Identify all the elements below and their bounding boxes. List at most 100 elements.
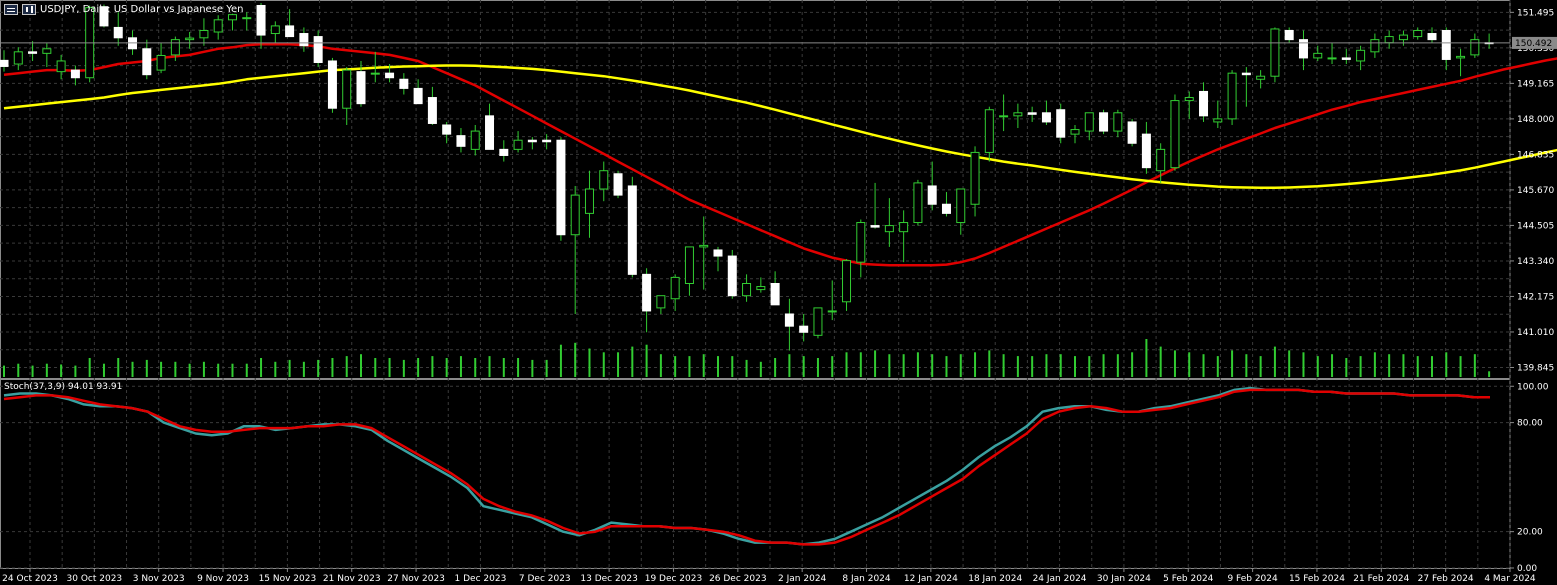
candle-body <box>399 78 409 89</box>
candle <box>1370 33 1380 58</box>
candle <box>770 271 780 306</box>
menu-icon[interactable] <box>4 4 18 15</box>
candle-body <box>185 37 195 41</box>
candle <box>256 3 266 49</box>
candle-body <box>28 51 38 54</box>
candle-body <box>1241 72 1251 76</box>
y-tick-label: 145.670 <box>1517 186 1554 196</box>
x-tick-label: 24 Jan 2024 <box>1033 574 1087 584</box>
candle-body <box>213 19 223 33</box>
candle-body <box>684 246 694 285</box>
candle <box>285 9 295 38</box>
candle <box>1398 30 1408 46</box>
x-tick-label: 9 Nov 2023 <box>197 574 249 584</box>
candle <box>156 42 166 74</box>
chart-type-icon[interactable] <box>22 4 36 15</box>
candle <box>756 277 766 293</box>
candle <box>1099 109 1109 135</box>
candle <box>1056 103 1066 144</box>
x-tick-label: 27 Feb 2024 <box>1418 574 1474 584</box>
candle-body <box>1341 57 1351 60</box>
candle <box>1298 30 1308 71</box>
candle <box>1356 45 1366 71</box>
candle <box>556 137 566 241</box>
candle-body <box>270 25 280 35</box>
candle <box>70 65 80 86</box>
candle-body <box>884 225 894 233</box>
current-price-label: 150.492 <box>1515 39 1552 49</box>
candle <box>42 43 52 68</box>
y-tick-label: 144.505 <box>1517 221 1554 231</box>
x-tick-label: 21 Nov 2023 <box>323 574 381 584</box>
candle-body <box>1413 29 1423 38</box>
candle <box>542 134 552 150</box>
candle-body <box>342 69 352 109</box>
candle <box>199 18 209 46</box>
candle <box>1327 42 1337 65</box>
x-tick-label: 2 Jan 2024 <box>778 574 826 584</box>
x-tick-label: 21 Feb 2024 <box>1353 574 1409 584</box>
x-tick-label: 1 Dec 2023 <box>455 574 507 584</box>
x-tick-label: 27 Nov 2023 <box>387 574 445 584</box>
candle-body <box>199 29 209 39</box>
candle-body <box>542 139 552 143</box>
candle <box>713 246 723 272</box>
candle <box>499 140 509 162</box>
candle-body <box>370 72 380 75</box>
y-tick-label: 146.835 <box>1517 150 1554 160</box>
candle-body <box>1013 112 1023 117</box>
candle-body <box>1027 112 1037 115</box>
candle-body <box>784 313 794 327</box>
stoch-y-tick-label: 20.00 <box>1517 528 1543 538</box>
candle-body <box>627 185 637 275</box>
candle <box>56 54 66 80</box>
candle-body <box>13 51 23 65</box>
candle <box>370 51 380 83</box>
x-tick-label: 30 Jan 2024 <box>1097 574 1151 584</box>
candle <box>13 47 23 71</box>
candle-body <box>927 185 937 205</box>
candle <box>1456 48 1466 77</box>
x-tick-label: 13 Dec 2023 <box>580 574 638 584</box>
candle-body <box>470 130 480 150</box>
candle-body <box>299 33 309 47</box>
candle <box>427 86 437 125</box>
x-tick-label: 7 Dec 2023 <box>519 574 571 584</box>
candle-body <box>99 6 109 27</box>
candle-body <box>699 244 709 248</box>
candle-body <box>842 260 852 303</box>
candle <box>342 67 352 125</box>
candle <box>413 79 423 105</box>
grid <box>0 0 1511 569</box>
candle <box>1313 45 1323 61</box>
candle <box>956 188 966 235</box>
candle <box>1113 109 1123 138</box>
candle <box>1027 106 1037 122</box>
candle <box>1484 33 1494 49</box>
candle <box>1470 33 1480 58</box>
candle <box>1213 100 1223 129</box>
candle-body <box>242 17 252 20</box>
candle <box>970 146 980 217</box>
candle <box>827 280 837 321</box>
stoch-main-line <box>3 386 1490 546</box>
moving-averages <box>3 42 1557 267</box>
candle <box>1427 27 1437 43</box>
candle <box>584 170 594 238</box>
candle <box>941 192 951 217</box>
y-tick-label: 148.000 <box>1517 115 1554 125</box>
candle <box>1384 30 1394 49</box>
candle-body <box>1284 29 1294 41</box>
candle <box>399 73 409 95</box>
x-tick-label: 4 Mar 2024 <box>1484 574 1536 584</box>
main-pane-border <box>0 0 1511 379</box>
candle-body <box>1441 29 1451 60</box>
candle-body <box>870 225 880 228</box>
candle <box>227 13 237 31</box>
candle <box>1441 27 1451 71</box>
candle <box>742 274 752 302</box>
candle <box>213 15 223 40</box>
candle <box>913 179 923 226</box>
candle <box>1127 118 1137 147</box>
